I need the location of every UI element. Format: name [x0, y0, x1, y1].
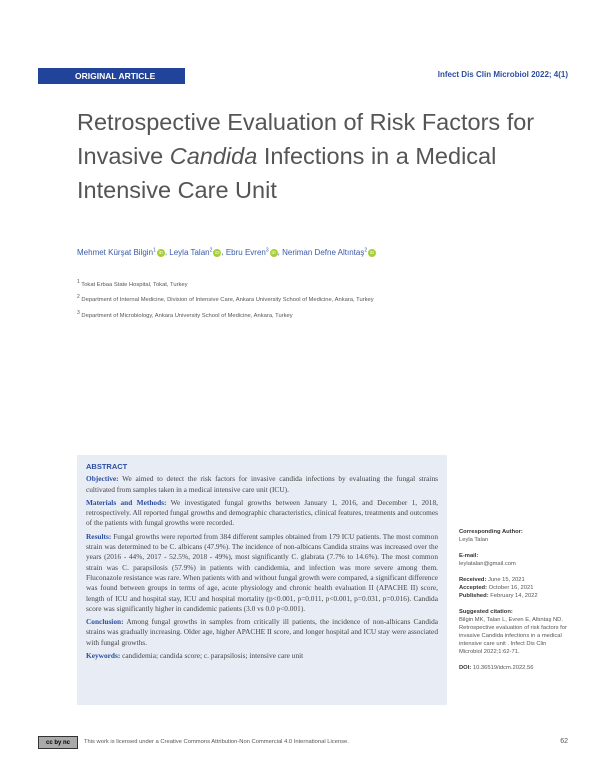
article-info-sidebar: Corresponding Author: Leyla Talan E-mail:… — [459, 529, 567, 671]
author-list: Mehmet Kürşat Bilgin1 iD, Leyla Talan2 iD,… — [77, 247, 377, 257]
license-text: This work is licensed under a Creative C… — [84, 739, 349, 745]
affiliation: 3 Department of Microbiology, Ankara Uni… — [77, 309, 293, 319]
orcid-icon[interactable]: iD — [269, 248, 278, 257]
abstract-methods: Materials and Methods: We investigated f… — [86, 497, 438, 528]
affiliations: 1 Tokat Erbaa State Hospital, Tokat, Tur… — [77, 276, 374, 322]
article-title: Retrospective Evaluation of Risk Factors… — [77, 109, 535, 203]
author[interactable]: Leyla Talan2 iD — [169, 247, 222, 257]
affiliation: 1 Tokat Erbaa State Hospital, Tokat, Tur… — [77, 279, 188, 288]
author[interactable]: Ebru Evren3 iD — [225, 247, 278, 257]
journal-citation: Infect Dis Clin Microbiol 2022; 4(1) — [437, 70, 568, 79]
cc-license-icon[interactable]: cc by nc — [38, 736, 78, 749]
abstract-keywords: Keywords: candidemia; candida score; c. … — [86, 651, 304, 661]
corresponding-author: Leyla Talan — [459, 537, 489, 543]
author[interactable]: Neriman Defne Altıntaş2 iD — [282, 247, 377, 257]
author[interactable]: Mehmet Kürşat Bilgin1 iD — [77, 247, 165, 257]
orcid-icon[interactable]: iD — [213, 248, 222, 257]
abstract-box: ABSTRACT Objective: We aimed to detect t… — [77, 455, 447, 705]
article-type-banner: ORIGINAL ARTICLE — [38, 68, 185, 84]
page-footer: cc by nc This work is licensed under a C… — [38, 736, 568, 750]
doi-link[interactable]: 10.36519/idcm.2022.56 — [471, 665, 534, 671]
suggested-citation: Bilgin MK, Talan L, Evren E, Altıntaş ND… — [459, 617, 567, 655]
abstract-conclusion: Conclusion: Among fungal growths in samp… — [86, 617, 438, 647]
abstract-objective: Objective: We aimed to detect the risk f… — [86, 474, 438, 494]
abstract-results: Results: Fungal growths were reported fr… — [86, 531, 438, 613]
email-link[interactable]: leylatalan@gmail.com — [459, 561, 516, 567]
page-number: 62 — [560, 738, 568, 745]
affiliation: 2 Department of Internal Medicine, Divis… — [77, 294, 374, 304]
orcid-icon[interactable]: iD — [156, 248, 165, 257]
abstract-heading: ABSTRACT — [86, 462, 128, 471]
orcid-icon[interactable]: iD — [368, 248, 377, 257]
